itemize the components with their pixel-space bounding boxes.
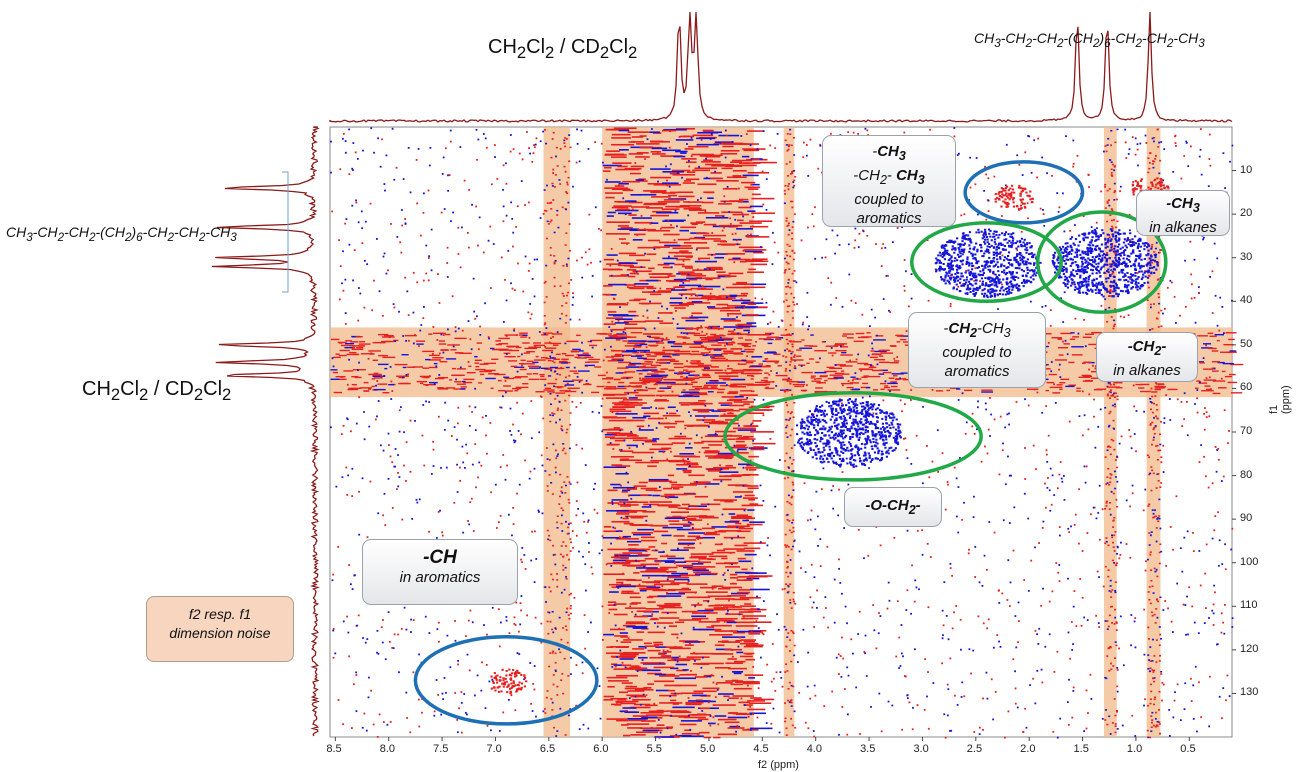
y-tick-label: 30 <box>1240 250 1253 263</box>
region-ellipse <box>910 221 1063 304</box>
f2-band <box>783 127 795 737</box>
y-tick-label: 80 <box>1240 468 1253 481</box>
x-tick-label: 5.0 <box>699 743 716 755</box>
region-ellipse <box>1035 210 1168 314</box>
axis-ticks <box>334 170 1236 741</box>
x-tick-label: 7.5 <box>433 743 449 755</box>
x-tick-label: 5.5 <box>646 743 662 755</box>
annotation-ch-aromatics: -CH in aromatics <box>362 539 518 605</box>
y-tick-label: 20 <box>1240 207 1253 220</box>
x-tick-label: 1.0 <box>1126 743 1143 755</box>
x-tick-label: 0.5 <box>1180 743 1196 755</box>
y-tick-label: 100 <box>1240 555 1259 568</box>
alkane-formula-left: CH3-CH2-CH2-(CH2)6-CH2-CH2-CH3 <box>6 224 237 244</box>
annotation-ch2-aromatics: -CH2-CH3 coupled to aromatics <box>908 312 1046 388</box>
x-tick-label: 4.5 <box>753 743 769 755</box>
x-tick-label: 7.0 <box>486 743 502 755</box>
alkane-bracket <box>282 171 289 293</box>
annotation-och2: -O-CH2- <box>844 487 942 527</box>
x-tick-label: 6.5 <box>539 743 556 755</box>
region-ellipse <box>413 635 599 726</box>
x-tick-label: 3.5 <box>860 743 876 755</box>
x-tick-label: 8.5 <box>326 743 342 755</box>
x-axis-title: f2 (ppm) <box>758 759 799 771</box>
region-ellipse <box>963 160 1085 225</box>
y-tick-label: 70 <box>1240 425 1253 437</box>
annotation-ch3-alkanes: -CH3 in alkanes <box>1136 190 1230 236</box>
region-ellipses <box>413 160 1168 726</box>
x-tick-label: 4.0 <box>806 743 822 755</box>
y-tick-label: 120 <box>1240 642 1259 655</box>
f2-projection <box>329 11 1233 123</box>
x-tick-label: 8.0 <box>379 743 395 755</box>
y-tick-label: 110 <box>1240 599 1258 612</box>
y-tick-label: 40 <box>1240 294 1253 307</box>
x-tick-label: 1.5 <box>1073 743 1089 755</box>
annotation-ch2-alkanes: -CH2- in alkanes <box>1096 332 1198 382</box>
plot-frame <box>329 126 1233 738</box>
f1-projection <box>211 126 320 737</box>
x-tick-label: 3.0 <box>913 743 929 755</box>
y-tick-label: 50 <box>1240 337 1253 350</box>
annotation-noise: f2 resp. f1 dimension noise <box>146 596 294 662</box>
f2-band <box>1103 127 1117 737</box>
solvent-label-left: CH2Cl2 / CD2Cl2 <box>82 378 232 404</box>
x-tick-label: 2.5 <box>966 743 983 755</box>
y-tick-label: 90 <box>1240 512 1253 525</box>
x-tick-label: 6.0 <box>593 743 609 755</box>
region-ellipse <box>723 391 983 482</box>
noise-points <box>330 127 1234 739</box>
y-tick-label: 130 <box>1240 686 1259 699</box>
alkane-formula-top: CH3-CH2-CH2-(CH2)6-CH2-CH2-CH3 <box>974 30 1205 50</box>
solvent-label-top: CH2Cl2 / CD2Cl2 <box>488 36 638 62</box>
x-tick-label: 2.0 <box>1020 743 1036 755</box>
y-tick-label: 60 <box>1240 381 1253 394</box>
y-axis-title: f1 (ppm) <box>1268 385 1292 414</box>
annotation-ch3-aromatics: -CH3 -CH2- CH3 coupled to aromatics <box>822 135 956 227</box>
y-tick-label: 10 <box>1240 163 1253 176</box>
band-streaks <box>330 127 1244 739</box>
